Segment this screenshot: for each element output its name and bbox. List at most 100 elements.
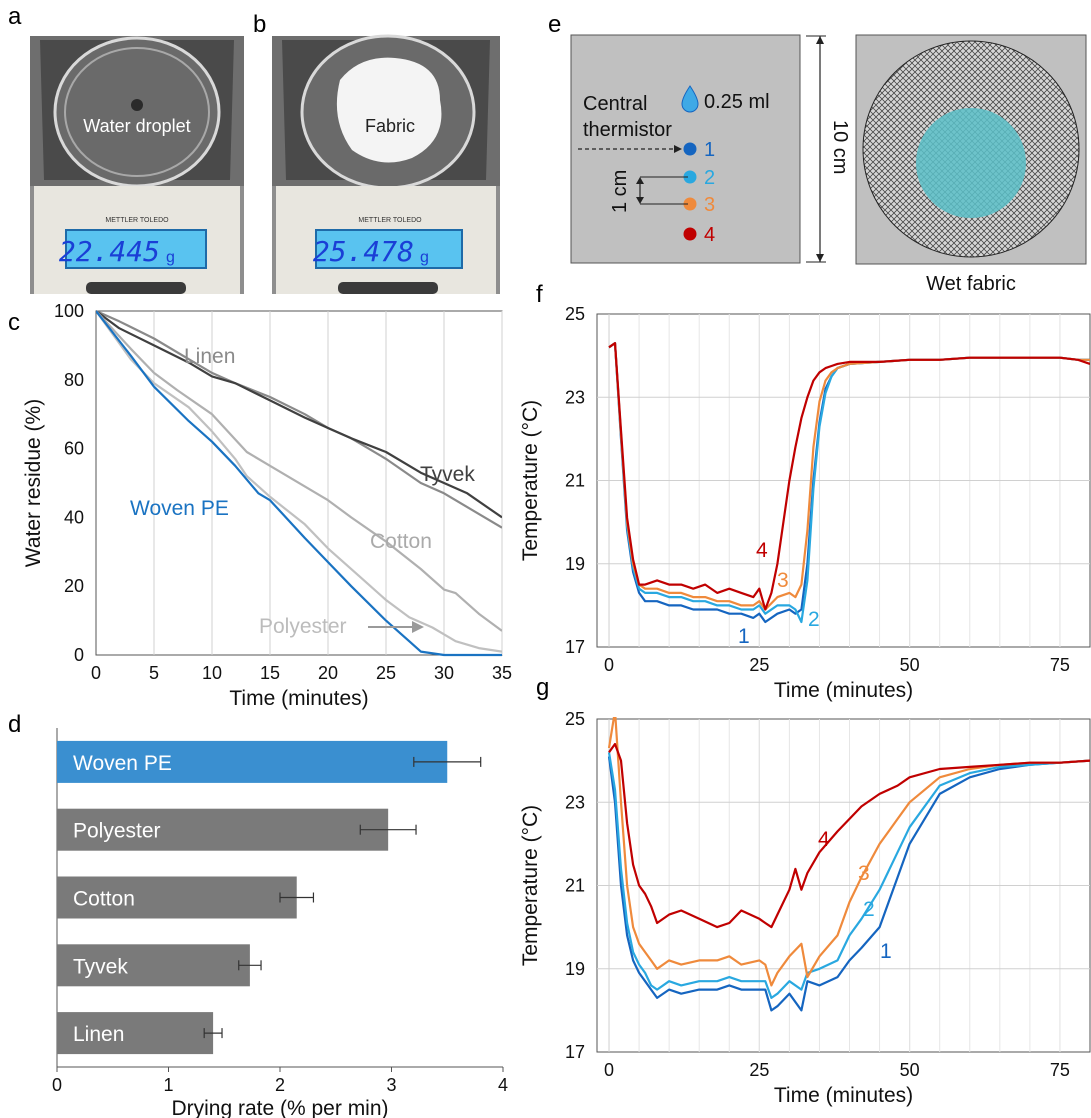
- chart-g-xtick: 75: [1050, 1060, 1070, 1080]
- spacing-arrow-icon: [636, 177, 644, 204]
- chart-f-label-4: 4: [756, 539, 768, 562]
- chart-g-series-1: [607, 756, 1090, 1012]
- photo-b-label: Fabric: [365, 116, 415, 136]
- chart-c-arrowhead-icon: [412, 621, 424, 633]
- thermistor-label-2: 2: [704, 167, 715, 189]
- chart-f-ylabel: Temperature (°C): [519, 400, 542, 561]
- display-unit-b: g: [420, 249, 429, 266]
- chart-d-bar-tyvek: [57, 944, 250, 987]
- chart-c-series-linen: [96, 309, 502, 529]
- chart-c-label-woven-pe: Woven PE: [130, 497, 229, 520]
- thermistor-point-4: [683, 227, 697, 241]
- chart-g-series-4: [608, 742, 1090, 929]
- thermistor-label-1: 1: [704, 139, 715, 161]
- wet-fabric-label: Wet fabric: [926, 273, 1016, 295]
- chart-c-xtick: 0: [91, 663, 101, 683]
- chart-c-label-tyvek: Tyvek: [420, 463, 475, 486]
- chart-c-xtick: 35: [492, 663, 512, 683]
- photo-a-label: Water droplet: [83, 116, 190, 136]
- chart-f-ytick: 17: [565, 637, 585, 657]
- chart-c-series-cotton: [96, 310, 502, 632]
- chart-c-ytick: 100: [54, 301, 84, 321]
- chart-d-xtick: 2: [275, 1075, 285, 1095]
- chart-c-xtick: 15: [260, 663, 280, 683]
- brand-b: METTLER TOLEDO: [358, 217, 422, 224]
- chart-c-series-polyester: [96, 310, 502, 653]
- chart-g-label-2: 2: [863, 898, 875, 921]
- chart-f-xtick: 0: [604, 655, 614, 675]
- thermistor-label-3: 3: [704, 194, 715, 216]
- chart-c-xtick: 10: [202, 663, 222, 683]
- chart-g-ytick: 25: [565, 709, 585, 729]
- chart-d: d 0 1 2 3 4 Drying rate (% per min) Woven PE Pol…: [8, 711, 508, 1118]
- thermistor-point-1: [683, 142, 697, 156]
- display-unit-a: g: [166, 249, 175, 266]
- chart-g-xtick: 50: [900, 1060, 920, 1080]
- chart-c-series-tyvek: [96, 310, 502, 519]
- chart-c-ytick: 40: [64, 507, 84, 527]
- chart-f-ytick: 19: [565, 554, 585, 574]
- chart-f-xlabel: Time (minutes): [774, 679, 913, 702]
- chart-c-label-polyester: Polyester: [259, 615, 347, 638]
- chart-d-category-tyvek: Tyvek: [73, 955, 128, 978]
- chart-c-xtick: 20: [318, 663, 338, 683]
- thermistor-point-2: [683, 170, 697, 184]
- spacing-label: 1 cm: [609, 170, 631, 213]
- chart-d-bar-cotton: [57, 876, 297, 919]
- chart-g-ytick: 17: [565, 1042, 585, 1062]
- chart-g-label-1: 1: [880, 940, 892, 963]
- chart-c-xtick: 5: [149, 663, 159, 683]
- chart-d-bar-linen: [57, 1012, 214, 1055]
- panel-label-g: g: [536, 674, 549, 701]
- chart-f-label-2: 2: [808, 608, 820, 631]
- central-label-1: Central: [583, 93, 647, 115]
- thermistor-points: 1 2 3 4: [683, 139, 715, 246]
- chart-c-xtick: 30: [434, 663, 454, 683]
- chart-g-ytick: 21: [565, 876, 585, 896]
- thermistor-point-3: [683, 197, 697, 211]
- chart-g-label-3: 3: [858, 862, 870, 885]
- display-b: 25.478: [313, 235, 414, 268]
- chart-f-ytick: 23: [565, 387, 585, 407]
- panel-label-f: f: [536, 281, 543, 308]
- chart-g-ytick: 23: [565, 792, 585, 812]
- chart-d-category-woven-pe: Woven PE: [73, 752, 172, 775]
- chart-f-xtick: 75: [1050, 655, 1070, 675]
- chart-f-label-3: 3: [777, 569, 789, 592]
- chart-g-ytick: 19: [565, 959, 585, 979]
- chart-f-xtick: 25: [749, 655, 769, 675]
- chart-f-label-1: 1: [738, 625, 750, 648]
- chart-c-series-group: [96, 309, 502, 657]
- chart-c-ytick: 0: [74, 645, 84, 665]
- chart-d-xlabel: Drying rate (% per min): [171, 1097, 388, 1118]
- chart-g-xtick: 0: [604, 1060, 614, 1080]
- chart-f-series-4: [608, 342, 1090, 611]
- display-a: 22.445: [59, 235, 160, 268]
- chart-c-ytick: 60: [64, 439, 84, 459]
- chart-g-ylabel: Temperature (°C): [519, 805, 542, 966]
- chart-d-bar-polyester: [57, 808, 389, 851]
- chart-g-xlabel: Time (minutes): [774, 1084, 913, 1107]
- chart-c-ytick: 80: [64, 370, 84, 390]
- chart-d-xtick: 3: [386, 1075, 396, 1095]
- chart-g-series-group: [607, 717, 1090, 1012]
- chart-f-ytick: 25: [565, 304, 585, 324]
- chart-f-ytick: 21: [565, 471, 585, 491]
- panel-label-a: a: [8, 3, 22, 30]
- panel-label-c: c: [8, 309, 20, 336]
- chart-c-xlabel: Time (minutes): [229, 687, 368, 710]
- chart-g-series-3: [607, 717, 1090, 987]
- droplet-volume: 0.25 ml: [704, 91, 770, 113]
- size-label: 10 cm: [829, 120, 851, 174]
- chart-c-label-linen: Linen: [184, 345, 235, 368]
- chart-c-ylabel: Water residue (%): [22, 399, 45, 567]
- chart-d-bar-woven-pe: [57, 740, 448, 783]
- chart-g-xtick: 25: [749, 1060, 769, 1080]
- chart-d-category-cotton: Cotton: [73, 888, 135, 911]
- chart-c-label-cotton: Cotton: [370, 530, 432, 553]
- chart-f-series-group: [608, 342, 1090, 624]
- chart-c-xtick: 25: [376, 663, 396, 683]
- pointer-arrowhead-icon: [674, 145, 682, 153]
